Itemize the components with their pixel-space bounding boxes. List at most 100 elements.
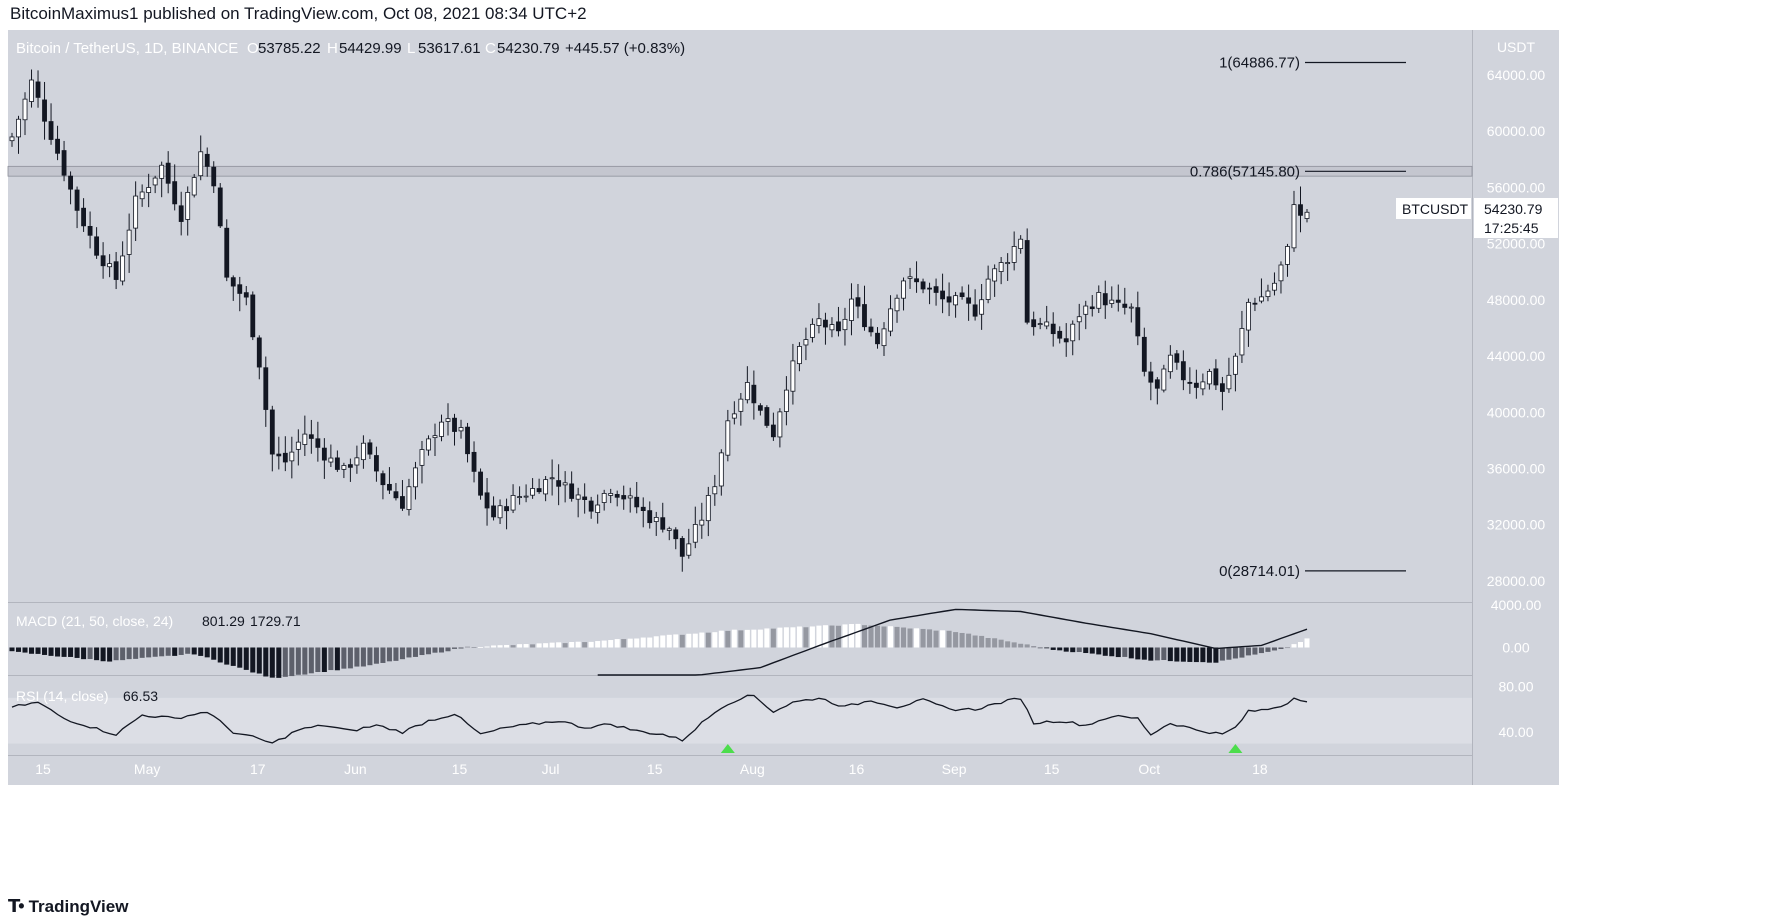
candle <box>725 409 731 462</box>
candle-body <box>1232 355 1238 375</box>
candle-body <box>374 455 379 472</box>
price-tick-label: 28000.00 <box>1487 573 1546 589</box>
candle <box>387 467 392 494</box>
macd-bar <box>289 647 295 677</box>
candle <box>133 181 139 242</box>
price-tick-label: 60000.00 <box>1487 123 1546 139</box>
candle-body <box>666 528 672 531</box>
macd-bar <box>738 630 744 648</box>
candle-body <box>796 346 802 365</box>
macd-bar <box>438 647 445 653</box>
time-tick-label: 18 <box>1252 761 1268 777</box>
candle-body <box>972 304 978 317</box>
macd-bar <box>517 644 523 648</box>
macd-bar <box>920 628 926 648</box>
time-tick-label: Aug <box>740 761 765 777</box>
candle-body <box>250 294 256 338</box>
candle <box>497 499 503 524</box>
candle-body <box>1206 371 1212 385</box>
candle <box>836 306 841 337</box>
macd-bar <box>393 647 399 661</box>
candle-body <box>556 480 562 487</box>
macd-bar <box>334 647 340 671</box>
candle-body <box>888 308 893 332</box>
macd-bar <box>35 647 41 654</box>
candle-body <box>829 324 835 331</box>
price-tick-label: 36000.00 <box>1487 460 1546 476</box>
candle <box>1213 359 1219 391</box>
macd-bar <box>1037 647 1043 649</box>
candle-body <box>61 150 67 176</box>
macd-bar <box>406 647 412 658</box>
candle <box>100 242 106 279</box>
macd-bar <box>901 627 907 648</box>
candle <box>920 278 926 294</box>
price-tick-label: 64000.00 <box>1487 67 1546 83</box>
macd-bar <box>217 647 223 663</box>
candle-body <box>269 409 275 455</box>
candle <box>816 303 822 334</box>
candle-body <box>211 166 217 187</box>
macd-bar <box>510 645 516 648</box>
candle-body <box>426 438 431 451</box>
candle-body <box>139 191 145 200</box>
candle-body <box>810 323 815 338</box>
candle-body <box>347 464 353 468</box>
rsi-band <box>8 697 1472 744</box>
candle <box>634 481 640 514</box>
candle <box>1102 280 1108 319</box>
candle-body <box>1057 330 1063 339</box>
candle-body <box>360 442 366 461</box>
candle-body <box>510 495 516 511</box>
macd-legend-title: MACD (21, 50, close, 24) <box>16 613 173 629</box>
macd-bar <box>380 647 386 663</box>
ohlc-legend: O 53785.22 H 54429.99 L 53617.61 C 54230… <box>247 40 685 57</box>
axis-currency: USDT <box>1497 39 1536 55</box>
candles-group <box>9 69 1310 572</box>
candle <box>862 285 867 331</box>
candle-body <box>849 298 854 321</box>
candle <box>621 485 627 510</box>
candle-body <box>946 296 952 303</box>
candle-body <box>875 332 880 345</box>
macd-bar <box>191 647 197 655</box>
candle <box>1122 287 1128 315</box>
macd-bar <box>15 647 22 652</box>
candle <box>504 498 509 530</box>
candle-body <box>1037 323 1043 326</box>
tradingview-logo[interactable]: 𝗧• TradingView <box>8 896 128 917</box>
candle-body <box>699 519 705 526</box>
price-pane[interactable] <box>8 30 1472 602</box>
candle <box>803 327 809 361</box>
macd-bar <box>159 647 165 657</box>
macd-bar <box>653 636 659 648</box>
macd-bar <box>705 632 711 648</box>
candle-body <box>87 225 93 236</box>
time-tick-label: Jun <box>344 761 367 777</box>
candle <box>842 307 848 346</box>
candle-body <box>29 79 34 102</box>
candle-body <box>920 281 926 290</box>
candle-body <box>458 427 464 432</box>
candle-body <box>321 447 327 461</box>
candle-body <box>718 452 724 487</box>
macd-bar <box>1057 647 1063 651</box>
macd-group <box>9 608 1310 678</box>
candle-body <box>588 500 594 512</box>
candle-body <box>1102 293 1108 306</box>
candle <box>439 414 444 442</box>
candle <box>9 132 15 147</box>
time-axis[interactable] <box>8 755 1472 785</box>
price-axis[interactable] <box>1473 30 1559 785</box>
candle-body <box>100 255 106 267</box>
publish-info: BitcoinMaximus1 published on TradingView… <box>10 4 587 23</box>
candle-body <box>1239 328 1245 356</box>
candle <box>536 478 542 494</box>
fib-label: 0(28714.01) <box>1219 563 1300 580</box>
candle <box>1096 285 1102 314</box>
macd-bar <box>1128 647 1134 659</box>
macd-bar <box>640 637 646 648</box>
candle <box>432 423 438 457</box>
chart-canvas[interactable]: 1(64886.77) 0.786(57145.80) 0(28714.01) 64… <box>0 30 1766 890</box>
candle <box>269 405 275 472</box>
